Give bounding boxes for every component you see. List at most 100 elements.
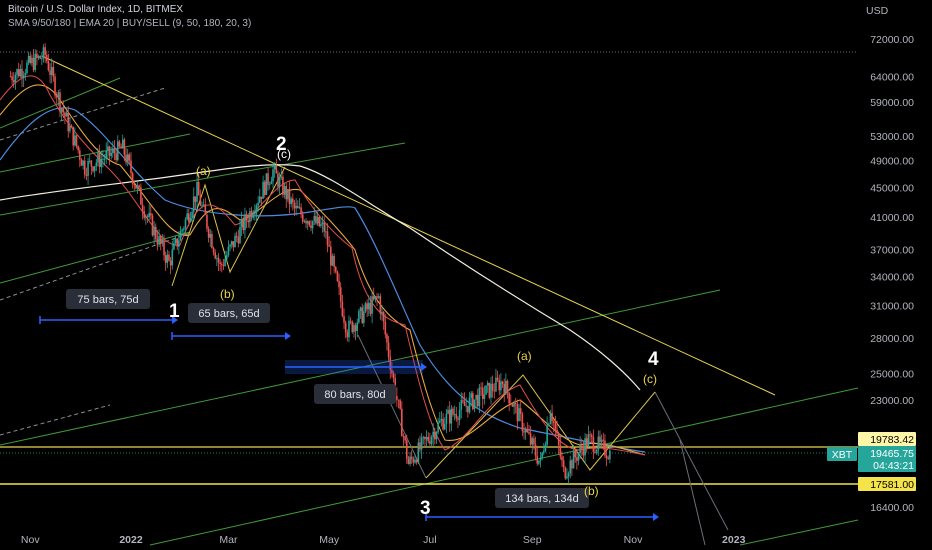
candle — [26, 60, 28, 75]
wave-label-2: 2 — [276, 134, 287, 155]
range-measure-75: 75 bars, 75d — [39, 289, 178, 324]
candle — [268, 181, 271, 190]
candle — [27, 51, 30, 65]
candle — [181, 228, 183, 236]
candle — [328, 236, 330, 247]
candle — [455, 407, 458, 422]
candle — [280, 168, 283, 180]
time-tick-label: Mar — [219, 534, 238, 546]
candle — [69, 117, 71, 134]
candle — [491, 375, 494, 398]
candle — [344, 320, 347, 339]
candle — [505, 373, 507, 395]
candle — [463, 392, 466, 407]
candle — [313, 207, 316, 226]
candle — [153, 221, 155, 245]
candle — [11, 72, 13, 85]
candle — [536, 447, 539, 466]
candle — [422, 435, 425, 445]
candle — [95, 159, 98, 172]
candle — [415, 457, 418, 465]
candle — [92, 165, 94, 173]
price-axis[interactable]: 72000.00 64000.00 59000.00 53000.00 49000.00… — [870, 34, 914, 514]
candle — [257, 195, 259, 212]
candle — [44, 43, 46, 63]
candle — [566, 468, 568, 480]
candle — [443, 417, 446, 431]
candle — [52, 61, 55, 82]
candle — [339, 282, 342, 309]
time-tick-label: Nov — [21, 534, 40, 546]
candle — [113, 140, 116, 161]
candle — [45, 50, 48, 64]
candle — [453, 405, 456, 421]
range-measure-134: 134 bars, 134d — [425, 488, 659, 521]
indicator-legend: SMA 9/50/180 | EMA 20 | BUY/SELL (9, 50,… — [8, 18, 252, 29]
candle — [450, 405, 453, 432]
candle — [381, 304, 383, 321]
candle — [47, 53, 50, 72]
candle — [533, 434, 535, 450]
candle — [121, 134, 124, 149]
candle — [488, 382, 491, 400]
candle — [150, 205, 152, 220]
candle — [145, 214, 147, 225]
candle — [493, 383, 496, 399]
candle — [31, 54, 33, 67]
candle — [32, 49, 35, 73]
time-axis[interactable]: Nov 2022 Mar May Jul Sep Nov 2023 — [21, 534, 746, 546]
candle — [372, 287, 375, 302]
candle — [79, 147, 81, 168]
candle — [600, 434, 603, 448]
candle — [254, 204, 256, 221]
candle — [158, 229, 160, 248]
candle — [369, 295, 372, 317]
candle — [9, 70, 12, 78]
candle — [356, 318, 359, 338]
candle — [298, 198, 301, 210]
candle — [338, 273, 340, 296]
candle — [519, 399, 522, 422]
candle — [300, 203, 302, 219]
candle — [402, 433, 405, 446]
dashed-channel-lines — [0, 87, 191, 436]
candle — [224, 250, 226, 267]
candle — [554, 415, 557, 437]
price-tick-label: 28000.00 — [870, 333, 914, 345]
candle — [351, 320, 354, 334]
candle — [377, 293, 380, 300]
candle — [318, 216, 321, 228]
candle — [510, 394, 512, 406]
candle — [607, 455, 610, 460]
candle — [442, 413, 444, 431]
price-tick-label: 59000.00 — [870, 97, 914, 109]
candle — [102, 149, 104, 168]
candle — [544, 441, 547, 453]
candle — [12, 71, 15, 88]
candle — [252, 209, 254, 220]
candle — [605, 449, 608, 467]
current-price-tag: XBT 19465.75 04:43:21 — [827, 446, 916, 472]
candle — [242, 216, 245, 234]
candle — [108, 145, 111, 166]
candle — [572, 444, 575, 469]
candle — [209, 229, 212, 247]
time-tick-label: May — [319, 534, 340, 546]
candle — [88, 154, 91, 164]
candle — [230, 240, 233, 249]
candle — [427, 432, 430, 444]
candle — [308, 220, 311, 227]
candle — [171, 240, 174, 270]
candle — [518, 403, 520, 422]
candle — [24, 69, 27, 81]
candle — [303, 219, 306, 224]
candle — [361, 303, 363, 324]
candle — [485, 385, 487, 395]
wave-label-c-2: (c) — [643, 372, 657, 386]
candle — [37, 54, 40, 61]
candle — [140, 183, 142, 205]
candle — [582, 441, 585, 460]
candle — [348, 315, 350, 343]
candle — [476, 388, 479, 409]
